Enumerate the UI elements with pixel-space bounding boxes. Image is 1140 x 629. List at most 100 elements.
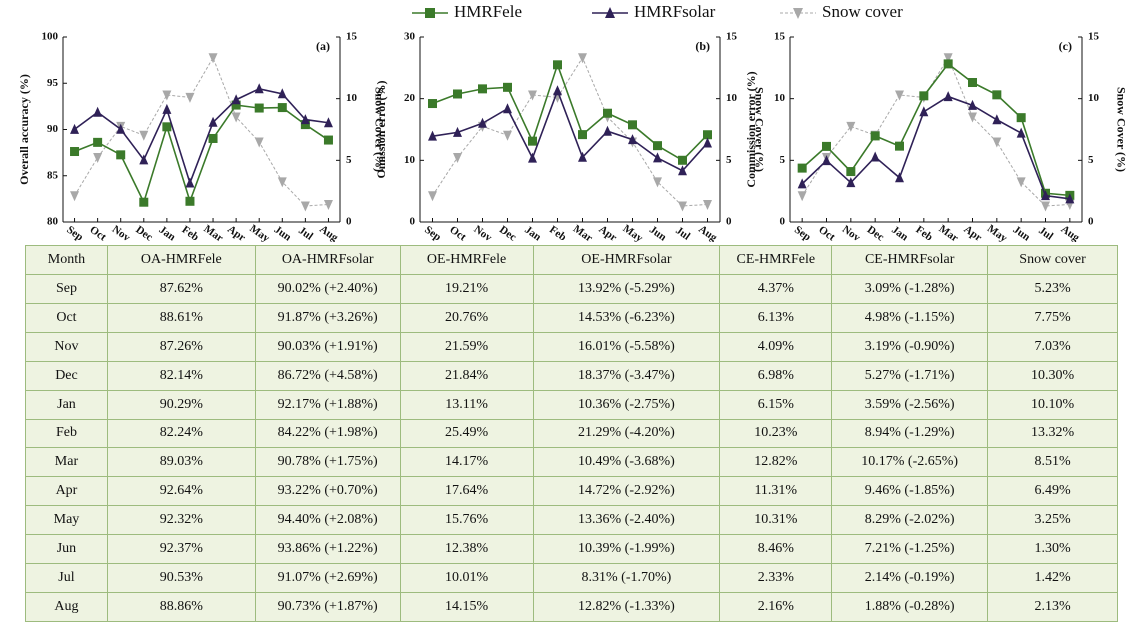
table-cell: 14.53% (-6.23%) xyxy=(532,302,721,333)
table-cell: 10.17% (-2.65%) xyxy=(831,447,989,478)
y-tick-label: 0 xyxy=(780,216,786,228)
marker xyxy=(1041,190,1050,201)
marker xyxy=(968,99,977,110)
marker xyxy=(628,120,637,130)
series-line xyxy=(432,62,709,162)
panel-label: (b) xyxy=(695,39,710,53)
panel-label: (c) xyxy=(1059,39,1072,53)
series-line xyxy=(432,56,708,207)
marker xyxy=(895,141,904,151)
x-tick-label: Mar xyxy=(201,223,225,242)
marker xyxy=(208,116,218,127)
marker xyxy=(628,134,637,145)
marker xyxy=(277,177,287,188)
x-tick-label: Dec xyxy=(497,224,518,242)
table-cell: 1.42% xyxy=(987,563,1118,594)
table-cell: 3.09% (-1.28%) xyxy=(831,273,989,304)
marker xyxy=(323,135,333,145)
marker xyxy=(578,151,587,162)
table-cell: CE-HMRFsolar xyxy=(831,245,989,275)
table-cell: 7.03% xyxy=(987,331,1118,362)
x-tick-label: Oct xyxy=(447,224,468,242)
table-cell: 5.23% xyxy=(987,273,1118,304)
series-line xyxy=(432,88,709,172)
marker xyxy=(943,59,953,69)
table-cell: 3.59% (-2.56%) xyxy=(831,389,989,420)
legend-label: Snow cover xyxy=(822,2,903,21)
marker xyxy=(254,103,264,113)
table-cell: 82.14% xyxy=(106,360,256,391)
table-cell: Nov xyxy=(25,331,108,362)
x-tick-label: Aug xyxy=(1059,223,1082,242)
results-table: Month OA-HMRFele OA-HMRFsolar OE-HMRFele OE-… xyxy=(25,245,1118,622)
table-cell: 8.94% (-1.29%) xyxy=(831,418,989,449)
y2-tick-label: 5 xyxy=(726,154,732,166)
y-axis-label: Commission error (%) xyxy=(744,71,758,187)
table-cell: 20.76% xyxy=(399,302,534,333)
legend-label: HMRFsolar xyxy=(634,2,716,21)
marker xyxy=(277,88,287,99)
table-cell: 17.64% xyxy=(399,476,534,507)
table-cell: 19.21% xyxy=(399,273,534,304)
x-tick-label: May xyxy=(985,223,1010,242)
table-row: Jan 90.29% 92.17% (+1.88%) 13.11% 10.36% (-2… xyxy=(25,389,1118,420)
y-tick-label: 5 xyxy=(780,154,786,166)
table-row: May 92.32% 94.40% (+2.08%) 15.76% 13.36% (-2… xyxy=(25,505,1118,536)
marker xyxy=(453,152,462,163)
x-tick-label: Jul xyxy=(1036,224,1055,242)
table-cell: 6.98% xyxy=(719,360,833,391)
x-tick-label: Sep xyxy=(422,224,443,242)
table-cell: 15.76% xyxy=(399,505,534,536)
table-cell: 10.39% (-1.99%) xyxy=(532,534,721,565)
x-tick-label: Aug xyxy=(696,223,719,242)
x-tick-label: Apr xyxy=(225,223,247,242)
table-cell: Sep xyxy=(25,273,108,304)
x-tick-label: Jul xyxy=(673,224,692,242)
marker xyxy=(185,92,195,103)
table-cell: 90.53% xyxy=(106,563,256,594)
marker xyxy=(503,82,512,92)
x-tick-label: May xyxy=(621,223,646,242)
legend-marker xyxy=(425,8,435,18)
x-tick-label: Feb xyxy=(547,224,568,242)
marker xyxy=(208,133,218,143)
marker xyxy=(93,152,103,163)
table-cell: 14.72% (-2.92%) xyxy=(532,476,721,507)
y-axis-label: Omission error(%) xyxy=(374,80,388,178)
marker xyxy=(578,53,587,64)
table-row: Nov 87.26% 90.03% (+1.91%) 21.59% 16.01% (-5… xyxy=(25,331,1118,362)
table-cell: Jan xyxy=(25,389,108,420)
marker xyxy=(116,123,126,134)
table-cell: 6.49% xyxy=(987,476,1118,507)
x-tick-label: Mar xyxy=(571,223,595,242)
table-row: Aug 88.86% 90.73% (+1.87%) 14.15% 12.82% (-1… xyxy=(25,592,1118,622)
table-body: Month OA-HMRFele OA-HMRFsolar OE-HMRFele OE-… xyxy=(25,245,1118,622)
marker xyxy=(453,89,462,99)
table-cell: 2.14% (-0.19%) xyxy=(831,563,989,594)
x-tick-label: Apr xyxy=(597,223,619,242)
table-cell: 12.82% xyxy=(719,447,833,478)
table-cell: 11.31% xyxy=(719,476,833,507)
table-cell: 91.07% (+2.69%) xyxy=(254,563,401,594)
table-cell: Aug xyxy=(25,592,108,622)
x-tick-label: Aug xyxy=(317,223,340,242)
table-cell: 14.17% xyxy=(399,447,534,478)
marker xyxy=(254,83,264,94)
y2-axis-label: Snow Cover (%) xyxy=(372,87,386,172)
y2-tick-label: 0 xyxy=(726,216,732,228)
table-cell: 92.32% xyxy=(106,505,256,536)
marker xyxy=(528,136,537,146)
y-tick-label: 90 xyxy=(47,123,59,135)
x-tick-label: Nov xyxy=(110,223,133,242)
table-cell: 87.62% xyxy=(106,273,256,304)
x-tick-label: Mar xyxy=(936,223,960,242)
table-cell: 10.10% xyxy=(987,389,1118,420)
marker xyxy=(185,177,195,188)
marker xyxy=(797,191,807,202)
table-cell: OE-HMRFsolar xyxy=(532,245,721,275)
table-row: Dec 82.14% 86.72% (+4.58%) 21.84% 18.37% (-3… xyxy=(25,360,1118,391)
marker xyxy=(231,100,241,110)
y2-tick-label: 10 xyxy=(1088,92,1100,104)
marker xyxy=(139,154,149,165)
